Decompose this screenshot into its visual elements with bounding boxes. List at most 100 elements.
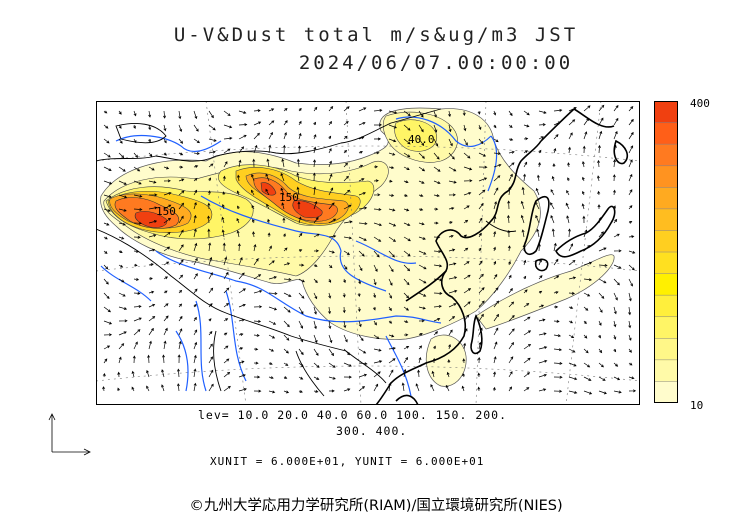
wind-arrow [148, 248, 156, 252]
wind-arrow [478, 300, 485, 308]
wind-arrow [102, 372, 106, 378]
wind-arrow [253, 319, 262, 323]
wind-arrow [568, 291, 576, 295]
wind-arrow [118, 306, 128, 310]
wind-arrow [193, 354, 197, 364]
wind-arrow [567, 177, 570, 182]
wind-arrow [133, 152, 139, 158]
wind-arrow [207, 215, 211, 224]
wind-arrow [448, 234, 454, 238]
wind-arrow [478, 341, 482, 350]
wind-arrow [538, 149, 542, 154]
wind-arrow [403, 152, 411, 158]
wind-arrow [508, 301, 515, 308]
wind-arrow [520, 200, 525, 210]
wind-arrow [283, 262, 291, 266]
wind-arrow [418, 292, 427, 297]
wind-arrow [613, 292, 618, 301]
wind-arrow [268, 120, 275, 126]
wind-arrow [568, 132, 573, 140]
wind-arrow [146, 385, 150, 392]
wind-arrow [418, 180, 425, 184]
wind-arrow [208, 124, 216, 131]
wind-arrow [538, 123, 546, 127]
wind-arrow [373, 383, 379, 392]
wind-arrow [523, 372, 531, 378]
wind-arrow [523, 357, 531, 364]
wind-arrow [418, 306, 426, 310]
wind-arrow [388, 138, 397, 143]
wind-arrow [253, 289, 263, 294]
dust-map: 150 150 40.0 [96, 101, 640, 405]
wind-arrow [163, 124, 167, 132]
wind-arrow [581, 203, 585, 210]
wind-arrow [448, 262, 457, 266]
wind-arrow [523, 275, 527, 280]
wind-arrow [567, 228, 571, 238]
wind-arrow [343, 375, 352, 379]
wind-arrow [328, 173, 333, 182]
wind-arrow [223, 358, 230, 364]
wind-arrow [403, 264, 411, 272]
wind-arrow [448, 329, 453, 336]
wind-arrow [253, 144, 258, 154]
wind-arrow [178, 340, 182, 350]
wind-arrow [478, 327, 483, 336]
wind-arrow [478, 138, 484, 145]
wind-arrow [208, 343, 213, 350]
wind-arrow [508, 342, 515, 350]
wind-arrow [358, 191, 366, 196]
wind-arrow [523, 124, 530, 128]
colorbar-swatch [654, 295, 678, 318]
wind-arrow [493, 313, 500, 322]
wind-arrow [178, 229, 184, 238]
wind-arrow [523, 161, 528, 168]
wind-arrow [313, 362, 320, 368]
wind-arrow [133, 291, 141, 295]
wind-arrow [523, 289, 528, 294]
wind-arrow [403, 320, 409, 324]
wind-arrow [521, 186, 525, 196]
wind-arrow [448, 248, 456, 252]
wind-arrow [583, 117, 590, 126]
wind-arrow [283, 362, 289, 366]
wind-arrow [283, 390, 290, 394]
wind-arrow [193, 202, 197, 210]
wind-arrow [268, 131, 273, 140]
wind-arrow [103, 333, 113, 337]
wind-arrow [433, 152, 440, 160]
wind-arrow [265, 188, 270, 196]
wind-arrow [566, 215, 570, 224]
wind-arrow [328, 250, 335, 254]
wind-arrow [418, 207, 424, 211]
wind-arrow [553, 108, 563, 112]
wind-arrow [433, 110, 437, 118]
wind-arrow [208, 330, 213, 336]
wind-arrow [523, 387, 530, 392]
wind-arrow [432, 357, 436, 364]
wind-arrow [373, 250, 380, 258]
wind-arrow [298, 216, 302, 224]
wind-arrow [598, 320, 602, 326]
wind-arrow [103, 306, 112, 313]
wind-arrow [103, 358, 108, 364]
wind-arrow [568, 276, 577, 280]
wind-arrow [103, 278, 109, 285]
wind-arrow [493, 175, 501, 182]
wind-arrow [418, 194, 424, 198]
wind-arrow [343, 162, 348, 168]
wind-arrow [628, 348, 632, 353]
wind-arrow [403, 278, 410, 286]
wind-arrow [193, 165, 199, 168]
wind-arrow [463, 261, 470, 266]
wind-arrow [148, 110, 152, 118]
wind-arrow [388, 292, 392, 299]
wind-arrow [193, 124, 199, 132]
wind-arrow [493, 201, 498, 210]
wind-arrow [298, 376, 304, 380]
wind-arrow [313, 146, 317, 154]
graticule [96, 101, 640, 405]
wind-arrow [478, 260, 483, 266]
wind-arrow [508, 314, 515, 322]
wind-arrow [313, 134, 317, 140]
